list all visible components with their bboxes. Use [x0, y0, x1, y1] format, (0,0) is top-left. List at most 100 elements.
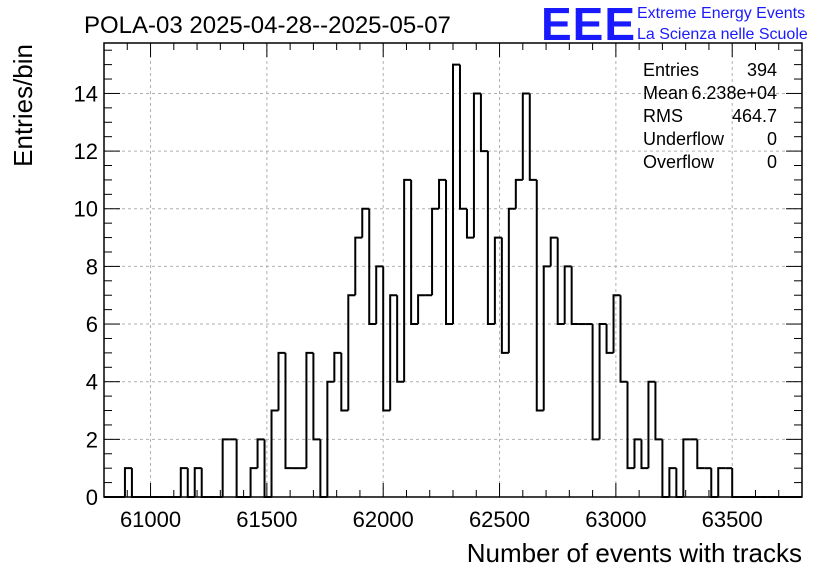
histogram-bin — [389, 294, 398, 411]
histogram-bin — [319, 439, 328, 498]
histogram-bin — [661, 439, 670, 498]
histogram-bin — [235, 439, 244, 498]
histogram-bin — [570, 266, 579, 326]
histogram-bin — [647, 380, 656, 469]
histogram-bin — [535, 179, 544, 412]
histogram-bin — [598, 323, 607, 440]
histogram-bin — [605, 324, 614, 354]
histogram-bin — [486, 151, 495, 326]
stat-mean-label: Mean — [643, 83, 688, 103]
histogram-bin — [500, 237, 509, 354]
histogram-bin — [256, 438, 265, 469]
y-tick-label: 10 — [74, 197, 98, 222]
y-tick-label: 0 — [86, 485, 98, 510]
y-tick-label: 2 — [86, 427, 98, 452]
histogram-bin — [396, 295, 405, 383]
x-axis: 61000 61500 62000 62500 63000 63500 — [103, 43, 803, 532]
histogram-bin — [354, 236, 363, 296]
histogram-bin — [123, 467, 132, 497]
histogram-bin — [472, 92, 481, 238]
histogram-bin — [130, 468, 139, 498]
brand-line-2: La Scienza nelle Scuole — [637, 26, 808, 43]
x-tick-label: 62500 — [469, 507, 530, 532]
histogram-bin — [312, 352, 321, 441]
histogram-bin — [528, 93, 537, 181]
histogram-bin — [361, 207, 370, 238]
histogram-bin — [340, 352, 349, 412]
stat-overflow-label: Overflow — [643, 152, 715, 172]
histogram-bin — [347, 294, 356, 411]
histogram-bin — [479, 93, 488, 153]
histogram-bin — [654, 381, 663, 441]
histogram-bin — [710, 468, 719, 498]
histogram-bin — [717, 467, 726, 497]
histogram-bin — [514, 178, 523, 209]
eee-logo: EEE Extreme Energy Events La Scienza nel… — [541, 0, 808, 50]
stat-mean-value: 6.238e+04 — [691, 83, 777, 103]
histogram-bin — [368, 208, 377, 326]
histogram-bin — [200, 468, 209, 498]
x-tick-label: 63000 — [585, 507, 646, 532]
histogram-bin — [382, 266, 391, 412]
y-tick-label: 6 — [86, 312, 98, 337]
stat-rms-label: RMS — [643, 106, 683, 126]
stats-box: Entries 394 Mean 6.238e+04 RMS 464.7 Und… — [643, 60, 777, 172]
y-tick-label: 8 — [86, 254, 98, 279]
histogram-bin — [284, 352, 293, 470]
histogram-bin — [458, 64, 467, 210]
histogram-bin — [438, 178, 447, 209]
histogram-bin — [521, 92, 530, 180]
histogram-bin — [305, 351, 314, 469]
y-tick-label: 14 — [74, 81, 98, 106]
histogram-bin — [263, 439, 272, 498]
eee-logo-mark: EEE — [541, 0, 636, 50]
y-tick-label: 4 — [86, 370, 98, 395]
y-axis-title: Entries/bin — [8, 44, 38, 167]
histogram-bin — [675, 468, 684, 498]
histogram-bin — [375, 265, 384, 325]
histogram-bin — [193, 467, 202, 497]
histogram-bin — [626, 381, 635, 470]
histogram-bin — [431, 207, 440, 296]
histogram-bin — [221, 438, 230, 497]
histogram-bin — [507, 207, 516, 353]
histogram-bin — [465, 208, 474, 239]
x-tick-label: 63500 — [702, 507, 763, 532]
histogram-bin — [417, 294, 426, 325]
histogram-bin — [179, 467, 188, 497]
histogram-bin — [452, 63, 460, 325]
histogram-bin — [542, 265, 551, 411]
histogram-bin — [445, 179, 453, 326]
histogram-bin — [270, 409, 279, 497]
histogram-bin — [333, 351, 342, 382]
stat-underflow-label: Underflow — [643, 129, 725, 149]
histogram-bin — [731, 468, 740, 498]
histogram-bin — [591, 324, 600, 441]
stat-entries-value: 394 — [747, 60, 777, 80]
stat-entries-label: Entries — [643, 60, 699, 80]
x-tick-label: 61000 — [120, 507, 181, 532]
histogram-bin — [186, 468, 195, 498]
histogram-bin — [633, 438, 642, 469]
x-tick-label: 62000 — [353, 507, 414, 532]
chart-title: POLA-03 2025-04-28--2025-05-07 — [84, 12, 451, 39]
histogram-bin — [410, 179, 419, 326]
histogram-bin — [556, 237, 565, 326]
histogram-bin — [682, 438, 691, 497]
brand-line-1: Extreme Energy Events — [637, 5, 805, 22]
y-tick-label: 12 — [74, 139, 98, 164]
stat-rms-value: 464.7 — [732, 106, 777, 126]
stat-overflow-value: 0 — [767, 152, 777, 172]
x-axis-title: Number of events with tracks — [467, 538, 802, 568]
histogram-bin — [696, 439, 705, 470]
x-tick-label: 61500 — [236, 507, 297, 532]
histogram-bin — [493, 236, 502, 325]
histogram-bin — [612, 294, 621, 353]
stat-underflow-value: 0 — [767, 129, 777, 149]
histogram-bin — [563, 265, 572, 325]
histogram-bin — [549, 236, 558, 267]
histogram-bin — [249, 467, 258, 497]
histogram-bin — [277, 351, 286, 411]
histogram-bin — [640, 439, 649, 470]
